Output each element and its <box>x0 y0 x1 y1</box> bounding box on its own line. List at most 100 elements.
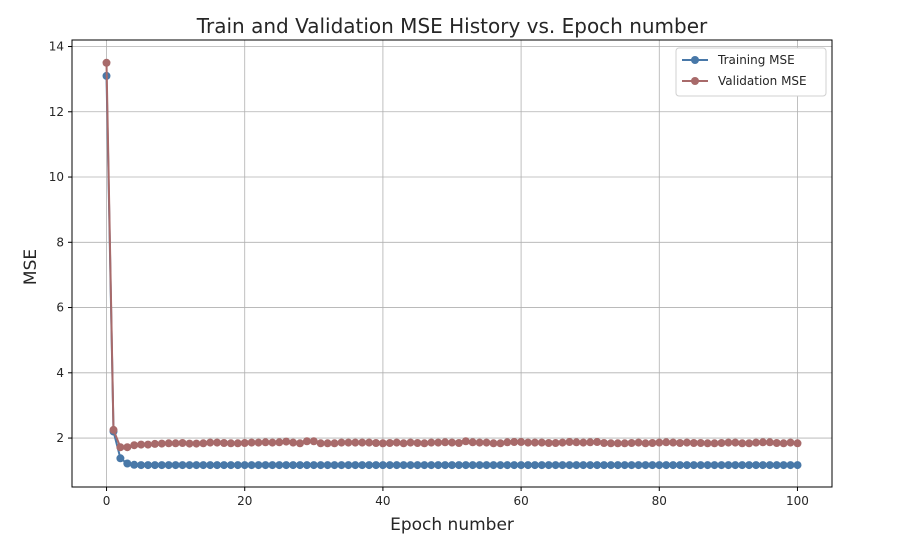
validation-point <box>441 438 450 447</box>
training-point <box>468 461 477 470</box>
training-line <box>105 75 798 467</box>
validation-point <box>116 443 125 452</box>
training-point <box>565 461 574 470</box>
validation-point <box>406 438 415 447</box>
validation-point <box>206 438 215 447</box>
training-point <box>524 461 532 470</box>
validation-point <box>620 439 629 448</box>
validation-point <box>703 439 712 448</box>
training-point <box>530 461 539 470</box>
training-point <box>289 461 298 470</box>
training-point <box>378 461 387 470</box>
validation-point <box>420 439 429 448</box>
validation-point <box>724 438 733 447</box>
training-point <box>420 461 429 470</box>
validation-point <box>676 439 684 447</box>
training-point <box>226 461 235 470</box>
validation-point <box>102 58 111 67</box>
training-point <box>551 461 560 470</box>
training-point <box>655 461 664 470</box>
training-point <box>385 461 394 470</box>
validation-point <box>109 425 118 434</box>
legend-label-validation: Validation MSE <box>718 74 807 88</box>
x-tick-label: 20 <box>237 494 252 508</box>
training-point <box>745 461 754 470</box>
validation-point <box>468 438 477 447</box>
training-point <box>510 461 519 470</box>
training-point <box>779 461 788 470</box>
training-point <box>358 461 367 470</box>
validation-point <box>572 438 581 447</box>
validation-point <box>282 437 291 446</box>
validation-point <box>358 438 367 447</box>
validation-point <box>579 438 588 447</box>
validation-point <box>123 443 132 452</box>
training-point <box>503 461 512 470</box>
validation-point <box>461 437 470 446</box>
training-point <box>309 461 318 470</box>
training-point <box>731 461 740 470</box>
validation-point <box>530 438 539 447</box>
validation-point <box>275 438 284 447</box>
training-point <box>365 461 374 470</box>
validation-point <box>510 438 519 446</box>
training-point <box>537 461 546 470</box>
validation-point <box>655 438 664 447</box>
training-point <box>178 461 187 470</box>
validation-point <box>475 438 484 447</box>
legend: Training MSE Validation MSE <box>675 47 827 97</box>
validation-point <box>309 437 318 446</box>
training-point <box>689 461 698 470</box>
validation-point <box>185 439 194 448</box>
training-point <box>572 461 581 470</box>
training-point <box>351 461 360 470</box>
validation-point <box>289 438 298 447</box>
training-point <box>461 461 470 470</box>
training-point <box>233 461 242 470</box>
training-point <box>282 461 291 470</box>
training-point <box>157 461 166 470</box>
training-point <box>448 461 456 470</box>
legend-marker-training <box>691 56 699 64</box>
validation-point <box>199 439 208 448</box>
training-point <box>116 454 125 463</box>
training-point <box>454 461 463 470</box>
validation-point <box>772 439 781 447</box>
training-point <box>268 461 277 470</box>
x-tick-label: 0 <box>103 494 111 508</box>
validation-point <box>793 439 802 448</box>
axis-ticks: 0 20 40 60 80 100 2 4 6 8 10 12 14 <box>49 40 809 508</box>
training-point <box>123 459 132 468</box>
training-point <box>496 461 505 470</box>
training-point <box>213 461 222 470</box>
training-point <box>192 461 201 470</box>
legend-label-training: Training MSE <box>717 53 795 67</box>
training-point <box>434 461 443 470</box>
validation-point <box>240 439 249 447</box>
y-tick-label: 6 <box>56 301 64 315</box>
validation-point <box>634 438 643 447</box>
validation-point <box>752 438 760 447</box>
validation-point <box>302 437 311 446</box>
training-point <box>613 461 622 470</box>
training-point <box>772 461 781 470</box>
validation-point <box>233 439 242 448</box>
validation-point <box>378 439 387 448</box>
validation-point <box>261 438 270 447</box>
validation-point <box>157 439 166 448</box>
validation-point <box>606 439 615 448</box>
x-tick-label: 80 <box>652 494 667 508</box>
validation-point <box>503 438 512 447</box>
training-point <box>413 461 422 470</box>
validation-point <box>662 438 671 447</box>
y-tick-label: 12 <box>49 105 64 119</box>
validation-line <box>105 62 798 449</box>
training-point <box>600 461 608 470</box>
training-point <box>648 461 657 470</box>
validation-point <box>600 439 608 447</box>
validation-point <box>551 439 560 447</box>
training-point <box>586 461 595 470</box>
validation-point <box>641 439 650 448</box>
training-point <box>696 461 705 470</box>
